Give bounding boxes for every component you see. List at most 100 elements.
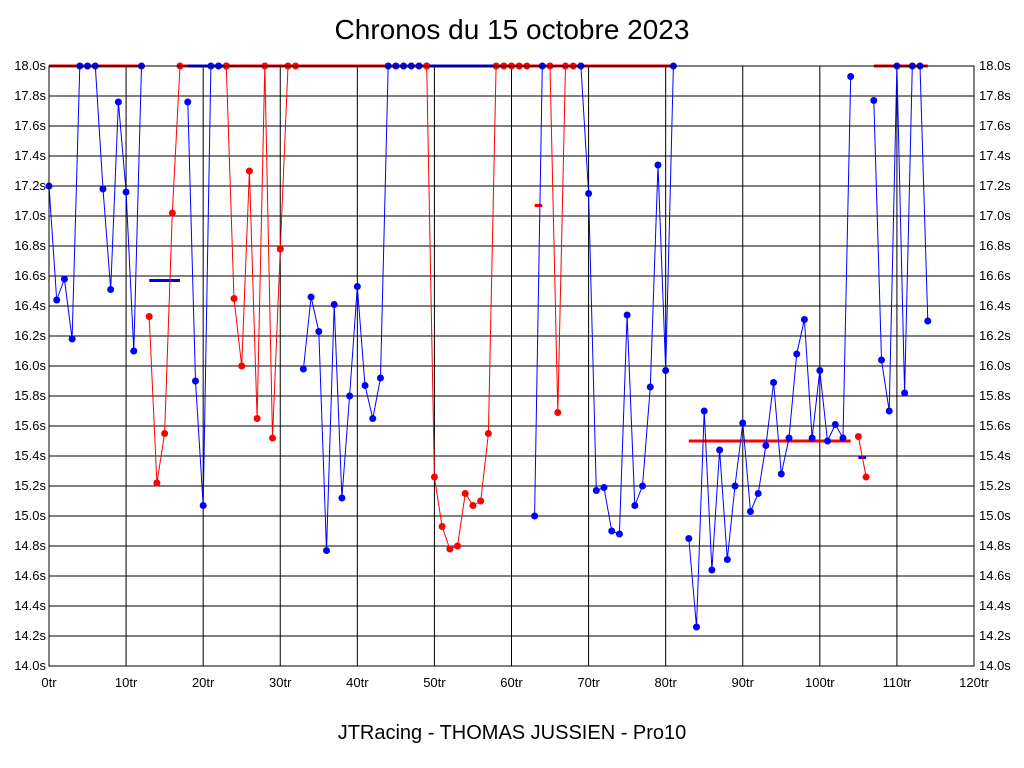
x-tick-label: 40tr <box>346 675 369 690</box>
y-tick-label-left: 18.0s <box>14 58 46 73</box>
chart-subtitle: JTRacing - THOMAS JUSSIEN - Pro10 <box>337 722 687 744</box>
x-tick-label: 0tr <box>41 675 57 690</box>
y-tick-label-right: 17.4s <box>979 148 1011 163</box>
data-point <box>454 542 462 550</box>
data-point <box>847 73 855 80</box>
data-point <box>716 446 724 454</box>
data-point <box>269 434 277 442</box>
y-tick-label-left: 17.0s <box>14 208 46 223</box>
data-point <box>184 98 192 106</box>
y-tick-label-left: 16.6s <box>14 268 46 283</box>
data-point <box>631 502 639 509</box>
y-tick-label-left: 15.8s <box>14 388 46 403</box>
y-tick-label-right: 16.0s <box>979 358 1011 373</box>
data-point <box>469 502 477 509</box>
y-tick-label-left: 15.6s <box>14 418 46 433</box>
data-point <box>230 295 238 302</box>
y-tick-label-left: 15.2s <box>14 478 46 493</box>
data-point <box>901 389 909 397</box>
y-tick-label-right: 16.6s <box>979 268 1011 283</box>
data-point <box>330 301 338 308</box>
data-point <box>600 484 608 491</box>
axis-layer <box>48 65 975 667</box>
y-tick-label-left: 16.8s <box>14 238 46 253</box>
data-point <box>708 566 716 574</box>
y-tick-label-right: 14.8s <box>979 538 1011 553</box>
data-point <box>438 523 446 530</box>
data-point <box>862 473 870 481</box>
data-point <box>446 545 454 553</box>
y-tick-label-right: 15.4s <box>979 448 1011 463</box>
data-point <box>839 434 847 442</box>
data-point <box>361 382 369 389</box>
data-point <box>307 293 315 301</box>
y-tick-label-left: 17.6s <box>14 118 46 133</box>
tick-labels-layer: 14.0s 14.0s 14.2s 14.2s 14.4s 14.4s 14.6s 14.6s… <box>14 58 1011 690</box>
series-line-3 <box>225 65 296 439</box>
y-tick-label-left: 16.0s <box>14 358 46 373</box>
y-tick-label-right: 16.4s <box>979 298 1011 313</box>
data-point <box>531 512 539 520</box>
y-tick-label-left: 14.2s <box>14 628 46 643</box>
data-point <box>191 377 199 385</box>
data-point <box>693 623 700 631</box>
y-tick-label-right: 15.2s <box>979 478 1011 493</box>
y-tick-label-right: 14.0s <box>979 658 1011 673</box>
data-point <box>793 350 801 358</box>
data-point <box>484 430 492 437</box>
data-point <box>130 347 138 355</box>
data-point <box>831 421 839 428</box>
data-point <box>369 415 377 422</box>
data-point <box>885 407 893 415</box>
data-point <box>754 490 762 497</box>
y-tick-label-left: 16.4s <box>14 298 46 313</box>
y-tick-label-right: 16.2s <box>979 328 1011 343</box>
grid-layer <box>48 65 975 667</box>
y-tick-label-right: 18.0s <box>979 58 1011 73</box>
data-point <box>353 283 361 290</box>
data-point <box>122 188 130 196</box>
data-point <box>323 547 330 554</box>
data-point <box>639 482 647 490</box>
data-point <box>777 470 785 478</box>
data-point <box>770 379 778 386</box>
data-point <box>376 374 384 382</box>
y-tick-label-left: 14.4s <box>14 598 46 613</box>
data-point <box>168 209 176 217</box>
x-tick-label: 110tr <box>883 675 912 690</box>
y-tick-label-right: 14.4s <box>979 598 1011 613</box>
data-point <box>585 190 593 197</box>
chart-title: Chronos du 15 octobre 2023 <box>334 14 690 45</box>
series-line-9 <box>688 76 852 628</box>
data-point <box>99 185 107 193</box>
series-line-6 <box>534 65 543 517</box>
data-point <box>870 97 878 104</box>
x-tick-label: 70tr <box>577 675 600 690</box>
data-point <box>107 286 115 293</box>
data-point <box>816 367 824 374</box>
y-tick-label-right: 15.8s <box>979 388 1011 403</box>
data-point <box>60 275 68 283</box>
y-tick-label-left: 14.6s <box>14 568 46 583</box>
x-tick-label: 10tr <box>115 675 138 690</box>
data-point <box>615 530 623 538</box>
series-line-10 <box>857 436 867 478</box>
x-tick-label: 120tr <box>959 675 989 690</box>
x-tick-label: 90tr <box>732 675 755 690</box>
y-tick-label-right: 17.6s <box>979 118 1011 133</box>
data-point <box>623 311 631 319</box>
y-tick-label-right: 15.0s <box>979 508 1011 523</box>
data-point <box>238 362 246 370</box>
y-tick-label-left: 15.4s <box>14 448 46 463</box>
y-tick-label-left: 17.2s <box>14 178 46 193</box>
data-point <box>746 508 754 515</box>
y-tick-label-right: 17.8s <box>979 88 1011 103</box>
x-tick-label: 80tr <box>654 675 677 690</box>
data-point <box>461 490 469 497</box>
y-tick-label-left: 14.0s <box>14 658 46 673</box>
data-point <box>145 313 153 320</box>
data-point <box>161 430 169 437</box>
data-point <box>153 479 161 487</box>
data-point <box>338 494 346 502</box>
data-point <box>592 487 600 494</box>
